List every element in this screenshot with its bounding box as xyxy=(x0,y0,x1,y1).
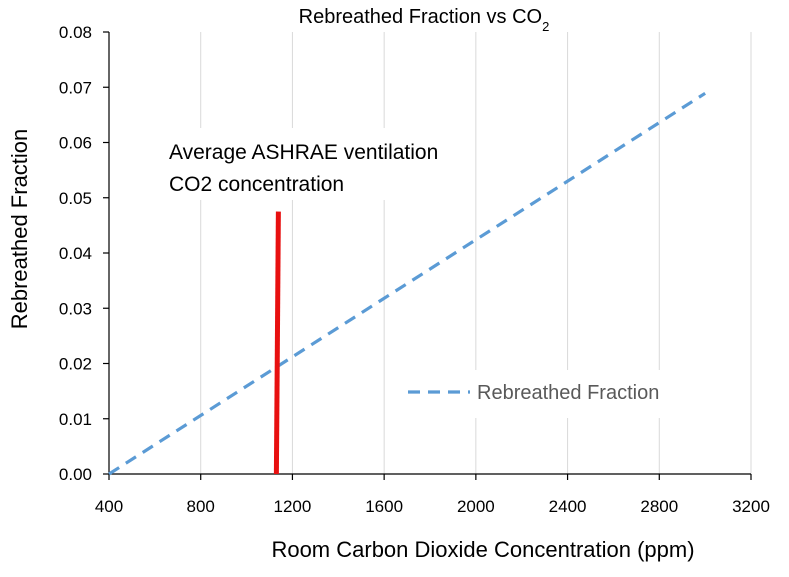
annotation-box xyxy=(152,128,386,200)
annotation-text-line: CO2 concentration xyxy=(169,173,344,196)
annotation-text-line: Average ASHRAE ventilation xyxy=(169,141,438,164)
label-layer: 0.00 0.01 0.02 0.03 0.04 0.05 0.06 0.07 0.08 400 8… xyxy=(7,6,770,562)
x-tick-label: 3200 xyxy=(732,497,770,516)
ashrae-marker-line xyxy=(273,211,281,475)
x-tick-label: 800 xyxy=(187,497,215,516)
x-tick-label: 2000 xyxy=(457,497,495,516)
x-tick-label: 1600 xyxy=(365,497,403,516)
legend-box xyxy=(388,370,708,418)
x-tick-label: 1200 xyxy=(274,497,312,516)
y-tick-label: 0.02 xyxy=(59,355,92,374)
x-tick-label: 2400 xyxy=(549,497,587,516)
y-tick-label: 0.05 xyxy=(59,189,92,208)
y-tick-label: 0.04 xyxy=(59,244,92,263)
chart-title: Rebreathed Fraction vs CO2 xyxy=(299,6,550,34)
y-axis-title: Rebreathed Fraction xyxy=(7,129,32,330)
grid-layer xyxy=(200,32,752,474)
y-tick-label: 0.01 xyxy=(59,410,92,429)
y-tick-label: 0.08 xyxy=(59,23,92,42)
axes-layer xyxy=(103,31,752,480)
x-tick-label: 2800 xyxy=(640,497,678,516)
y-tick-label: 0.06 xyxy=(59,134,92,153)
series-line-rebreathed-fraction xyxy=(108,91,707,476)
y-tick-label: 0.07 xyxy=(59,78,92,97)
series-layer xyxy=(108,91,707,476)
y-tick-label: 0.00 xyxy=(59,465,92,484)
x-tick-label: 400 xyxy=(95,497,123,516)
legend-label: Rebreathed Fraction xyxy=(477,382,659,404)
annotation-layer: Average ASHRAE ventilation CO2 concentrat… xyxy=(152,128,708,475)
x-axis-title: Room Carbon Dioxide Concentration (ppm) xyxy=(271,537,694,562)
y-tick-label: 0.03 xyxy=(59,299,92,318)
